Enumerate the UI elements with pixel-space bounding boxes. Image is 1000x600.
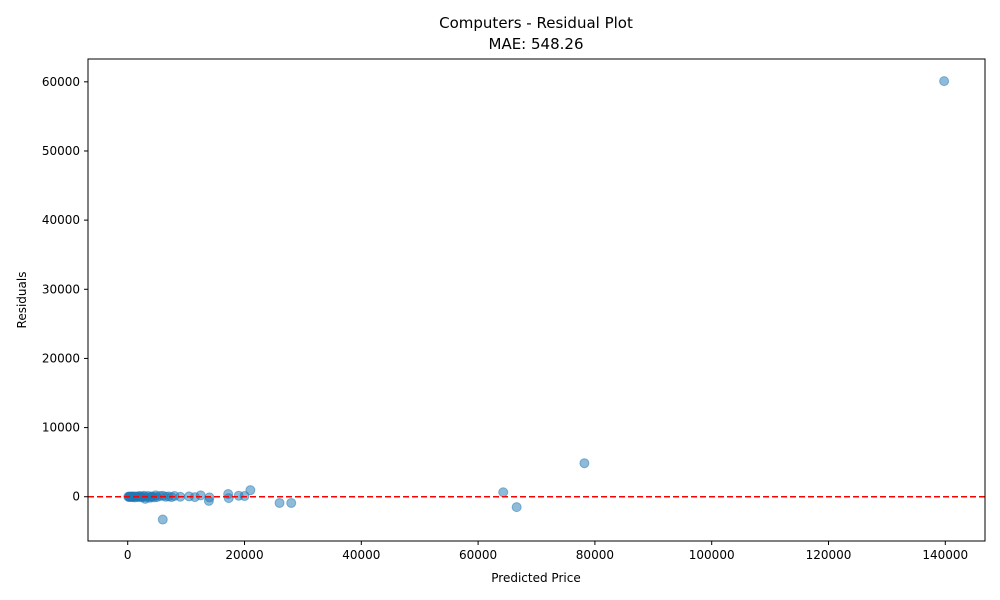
points-layer [123,76,950,525]
x-tick-label: 100000 [689,548,735,562]
x-axis-title: Predicted Price [491,571,580,585]
y-tick-label: 30000 [42,282,80,296]
data-point-6 [223,493,234,504]
x-tick-label: 140000 [922,548,968,562]
x-axis: 0 20000 40000 60000 80000 100000 120000 140000 [124,541,968,562]
data-point-0 [939,76,950,87]
data-point-2 [498,487,509,498]
data-point-14 [157,514,168,525]
y-axis-title: Residuals [15,272,29,329]
y-tick-label: 40000 [42,213,80,227]
plot-frame [87,58,986,542]
x-tick-label: 60000 [459,548,497,562]
x-tick-label: 40000 [342,548,380,562]
y-tick-label: 10000 [42,421,80,435]
y-axis: 0 10000 20000 30000 40000 50000 60000 [42,75,88,504]
data-point-3 [511,502,522,513]
data-point-4 [245,485,256,496]
chart-subtitle: MAE: 548.26 [489,35,584,53]
data-point-1 [579,458,590,469]
y-tick-label: 20000 [42,351,80,365]
y-tick-label: 0 [72,490,80,504]
data-point-11 [203,495,214,506]
x-tick-label: 0 [124,548,132,562]
y-tick-label: 60000 [42,75,80,89]
x-tick-label: 120000 [806,548,852,562]
x-tick-label: 20000 [225,548,263,562]
chart-title: Computers - Residual Plot [439,14,633,32]
y-tick-label: 50000 [42,144,80,158]
x-tick-label: 80000 [576,548,614,562]
data-point-12 [274,497,285,508]
data-point-13 [286,497,297,508]
